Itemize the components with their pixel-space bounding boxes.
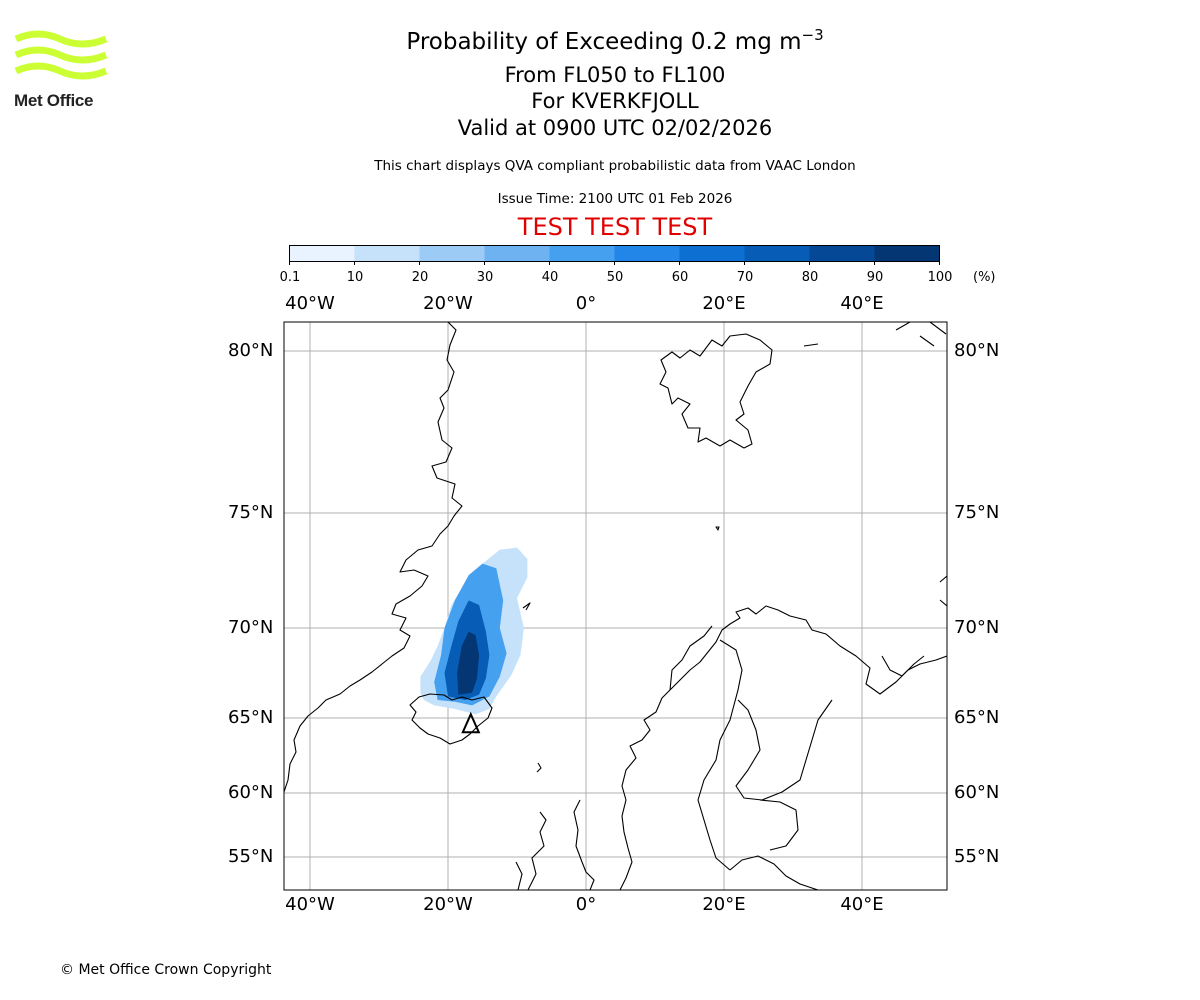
colorbar-bin-3 [484, 245, 550, 262]
latitude-label: 75°N [954, 502, 1000, 523]
colorbar-bin-5 [614, 245, 680, 262]
longitude-label: 0° [575, 894, 597, 915]
greenland-east-coast [284, 322, 463, 793]
colorbar-unit: (%) [973, 270, 996, 285]
chart-title-exponent: −3 [801, 26, 824, 44]
longitude-label: 20°E [702, 894, 746, 915]
longitude-label: 40°E [840, 293, 884, 314]
colorbar-bin-0 [289, 245, 355, 262]
finland-sweden-border [697, 639, 743, 871]
colorbar-tick-label: 70 [736, 270, 754, 285]
latitude-label: 80°N [954, 340, 1000, 361]
colorbar-bin-8 [809, 245, 875, 262]
colorbar-bin-4 [549, 245, 615, 262]
bear-island [715, 526, 720, 531]
britain-north [515, 811, 547, 890]
test-banner: TEST TEST TEST [517, 213, 713, 241]
chart-description: This chart displays QVA compliant probab… [374, 158, 856, 174]
colorbar [289, 245, 940, 265]
latitude-label: 80°N [228, 340, 274, 361]
chart-title-text: Probability of Exceeding 0.2 mg m [406, 29, 802, 55]
gulf-of-bothnia [735, 699, 833, 801]
longitude-label: 20°E [702, 293, 746, 314]
jan-mayen [522, 602, 531, 611]
gridlines [284, 322, 947, 890]
longitude-label: 0° [575, 293, 597, 314]
ash-plume [420, 547, 528, 715]
colorbar-tick-label: 100 [927, 270, 953, 285]
colorbar-bin-7 [744, 245, 810, 262]
colorbar-tick-label: 20 [411, 270, 429, 285]
franz-josef-land [803, 322, 947, 347]
map-frame [283, 321, 948, 891]
colorbar-bin-9 [874, 245, 940, 262]
latitude-label: 75°N [228, 502, 274, 523]
scandinavia-coast [573, 605, 947, 890]
baltic-coast [729, 799, 819, 890]
colorbar-tick-label: 10 [346, 270, 364, 285]
novaya-zemlya-tip [939, 575, 947, 607]
latitude-label: 70°N [954, 617, 1000, 638]
faroe-islands [536, 762, 542, 773]
issue-time: Issue Time: 2100 UTC 01 Feb 2026 [497, 191, 733, 207]
colorbar-tick-label: 60 [671, 270, 689, 285]
plume-band-90-100 [457, 631, 480, 695]
latitude-label: 70°N [228, 617, 274, 638]
volcano-triangle-marker [461, 711, 481, 734]
colorbar-bin-1 [354, 245, 420, 262]
latitude-label: 60°N [228, 782, 274, 803]
colorbar-tick-label: 80 [801, 270, 819, 285]
white-sea [881, 655, 925, 677]
volcano-name: For KVERKFJOLL [531, 89, 699, 113]
colorbar-bin-2 [419, 245, 485, 262]
longitude-label: 40°E [840, 894, 884, 915]
latitude-label: 55°N [228, 846, 274, 867]
longitude-label: 40°W [285, 894, 335, 915]
latitude-label: 60°N [954, 782, 1000, 803]
latitude-label: 55°N [954, 846, 1000, 867]
iceland [409, 693, 493, 745]
svalbard [659, 333, 773, 449]
copyright-notice: © Met Office Crown Copyright [60, 962, 272, 978]
met-office-logo [14, 30, 108, 80]
colorbar-tick-label: 40 [541, 270, 559, 285]
latitude-label: 65°N [228, 707, 274, 728]
chart-title: Probability of Exceeding 0.2 mg m−3 [0, 26, 1200, 55]
map-background [284, 322, 947, 890]
norway-fjords [669, 625, 713, 691]
longitude-label: 40°W [285, 293, 335, 314]
colorbar-tick-label: 90 [866, 270, 884, 285]
flight-level-range: From FL050 to FL100 [504, 63, 726, 87]
longitude-label: 20°W [423, 894, 473, 915]
latitude-label: 65°N [954, 707, 1000, 728]
colorbar-tick-label: 50 [606, 270, 624, 285]
coastlines [284, 322, 947, 890]
met-office-logo-text: Met Office [14, 91, 94, 110]
colorbar-tick-label: 0.1 [279, 270, 301, 285]
valid-time: Valid at 0900 UTC 02/02/2026 [457, 116, 773, 140]
colorbar-bin-6 [679, 245, 745, 262]
longitude-label: 20°W [423, 293, 473, 314]
colorbar-tick-label: 30 [476, 270, 494, 285]
